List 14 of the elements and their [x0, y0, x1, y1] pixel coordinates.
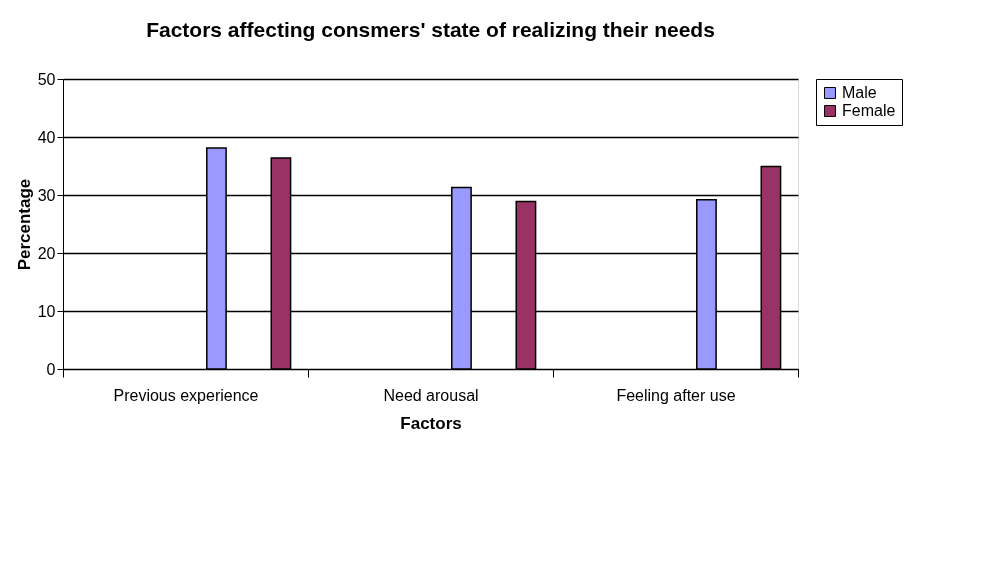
- y-tick-label: 20: [37, 244, 56, 262]
- x-axis-title: Factors: [400, 413, 462, 433]
- x-tick-label: Previous experience: [113, 386, 259, 404]
- chart-title: Factors affecting consmers' state of realizing their needs: [146, 18, 715, 41]
- y-tick-label: 0: [46, 360, 56, 378]
- y-tick-label: 30: [37, 186, 56, 204]
- y-tick-label: 10: [37, 302, 56, 320]
- x-tick-label: Feeling after use: [616, 386, 736, 404]
- legend-label: Male: [842, 84, 877, 101]
- x-tick-label: Need arousal: [383, 386, 479, 404]
- y-tick-label: 40: [37, 128, 56, 146]
- legend-label: Female: [842, 102, 896, 119]
- y-tick-label: 50: [37, 70, 56, 88]
- y-axis-title: Percentage: [14, 178, 34, 271]
